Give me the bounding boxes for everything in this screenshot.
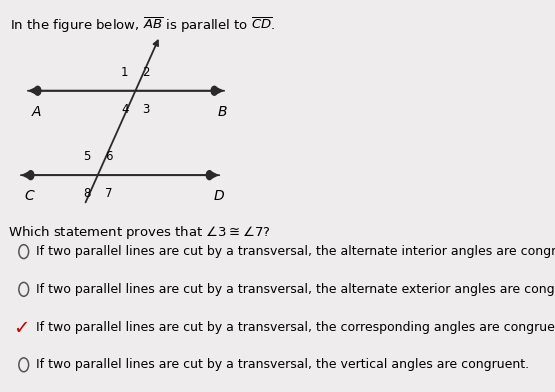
Text: 1: 1	[121, 66, 128, 79]
Text: D: D	[214, 189, 225, 203]
Text: 3: 3	[143, 103, 150, 116]
Text: If two parallel lines are cut by a transversal, the vertical angles are congruen: If two parallel lines are cut by a trans…	[36, 358, 529, 371]
Text: 4: 4	[121, 103, 128, 116]
Text: If two parallel lines are cut by a transversal, the corresponding angles are con: If two parallel lines are cut by a trans…	[36, 321, 555, 334]
Circle shape	[34, 86, 41, 95]
Text: If two parallel lines are cut by a transversal, the alternate interior angles ar: If two parallel lines are cut by a trans…	[36, 245, 555, 258]
Circle shape	[28, 171, 34, 180]
Text: Which statement proves that $\angle 3 \cong \angle 7$?: Which statement proves that $\angle 3 \c…	[8, 224, 271, 241]
Text: C: C	[24, 189, 34, 203]
Text: A: A	[32, 105, 41, 119]
Circle shape	[206, 171, 213, 180]
Text: In the figure below, $\overline{AB}$ is parallel to $\overline{CD}$.: In the figure below, $\overline{AB}$ is …	[10, 15, 275, 34]
Text: 6: 6	[105, 150, 112, 163]
Text: If two parallel lines are cut by a transversal, the alternate exterior angles ar: If two parallel lines are cut by a trans…	[36, 283, 555, 296]
Text: ✓: ✓	[13, 319, 29, 338]
Text: 8: 8	[83, 187, 91, 200]
Text: 7: 7	[105, 187, 112, 200]
Text: B: B	[218, 105, 228, 119]
Text: 5: 5	[83, 150, 91, 163]
Text: 2: 2	[143, 66, 150, 79]
Circle shape	[211, 86, 218, 95]
